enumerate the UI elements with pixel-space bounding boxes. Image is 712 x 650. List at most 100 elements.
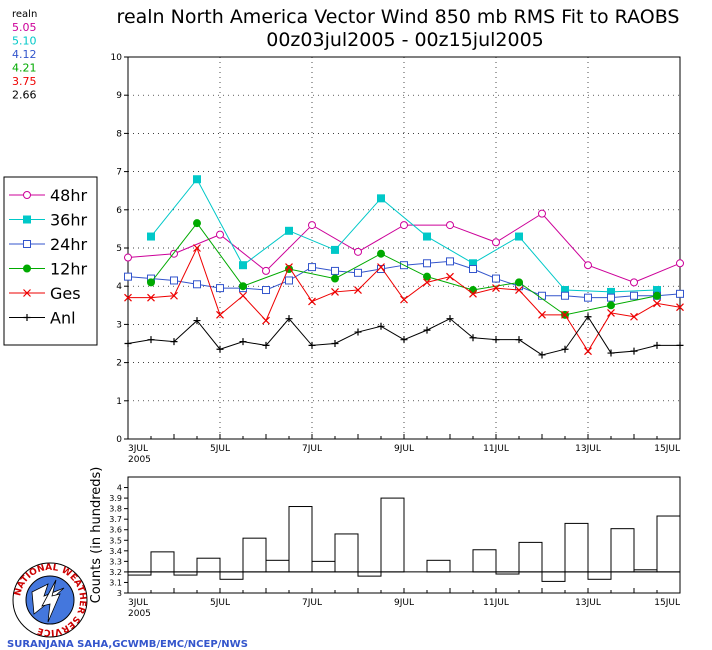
data-point [216, 284, 224, 293]
data-point [584, 293, 592, 302]
data-point [285, 226, 293, 235]
data-point [354, 268, 362, 277]
data-point [538, 310, 546, 319]
data-point [216, 310, 224, 319]
data-point [630, 347, 638, 355]
data-point [584, 313, 592, 321]
data-point [607, 293, 615, 302]
data-point [423, 259, 431, 268]
x-tick-label: 3JUL [128, 598, 148, 608]
data-point [262, 266, 270, 275]
data-point [331, 340, 339, 347]
data-point [607, 301, 615, 310]
legend-marker [23, 314, 31, 321]
data-point [354, 247, 362, 256]
data-point [193, 280, 201, 289]
data-point [630, 278, 638, 287]
data-point [147, 232, 155, 241]
data-point [469, 289, 477, 298]
legend-label: 24hr [50, 235, 88, 254]
data-point [124, 340, 132, 347]
series-12hr [147, 219, 661, 319]
data-point [630, 312, 638, 321]
y-tick-label: 3.5 [109, 536, 122, 545]
legend: 48hr 36hr 24hr 12hr Ges Anl [3, 176, 98, 346]
data-point [308, 263, 316, 272]
credit-text: SURANJANA SAHA,GCWMB/EMC/NCEP/NWS [7, 639, 248, 650]
data-point [515, 232, 523, 241]
x-tick-sublabel: 2005 [128, 455, 151, 465]
x-tick-label: 9JUL [394, 598, 414, 608]
y-tick-label: 8 [116, 129, 122, 139]
legend-label: 12hr [50, 260, 88, 279]
data-point [676, 259, 684, 268]
data-point [308, 297, 316, 306]
y-tick-label: 3.2 [109, 568, 122, 577]
data-point [469, 334, 477, 342]
y-tick-label: 0 [116, 435, 122, 445]
data-point [308, 341, 316, 349]
x-tick-label: 11JUL [483, 598, 509, 608]
x-tick-label: 3JUL [128, 444, 148, 454]
data-point [354, 286, 362, 294]
series-mean-value: 5.10 [12, 35, 37, 48]
data-point [124, 293, 132, 302]
data-point [170, 276, 178, 285]
data-point [561, 345, 569, 353]
x-tick-label: 15JUL [654, 598, 680, 608]
y-tick-label: 3.1 [109, 578, 122, 587]
count-axis-label: Counts (in hundreds) [89, 467, 104, 604]
data-point [446, 257, 454, 266]
y-tick-label: 2 [116, 359, 122, 369]
y-tick-label: 9 [116, 91, 122, 101]
y-tick-label: 10 [111, 53, 123, 63]
data-point [584, 347, 592, 356]
data-point [515, 286, 523, 294]
legend-label: Ges [50, 284, 81, 303]
y-tick-label: 3 [116, 320, 122, 330]
series-mean-value: 4.12 [12, 48, 37, 61]
x-tick-label: 11JUL [483, 444, 509, 454]
data-point [538, 209, 546, 218]
y-tick-label: 3.3 [109, 557, 122, 566]
data-point [262, 341, 270, 349]
series-mean-value: 2.66 [12, 89, 37, 102]
y-tick-label: 6 [116, 206, 122, 216]
series-line [150, 178, 658, 293]
y-tick-label: 3.9 [109, 494, 122, 503]
data-point [676, 303, 684, 312]
data-point [630, 291, 638, 300]
y-tick-label: 4 [117, 484, 122, 493]
data-point [676, 289, 684, 298]
y-tick-label: 3.6 [109, 526, 122, 535]
data-point [492, 274, 500, 283]
data-point [193, 244, 201, 252]
x-tick-label: 13JUL [575, 444, 601, 454]
data-point [584, 261, 592, 270]
data-point [216, 345, 224, 353]
legend-marker [23, 215, 31, 224]
data-point [216, 230, 224, 239]
data-point [423, 278, 431, 287]
data-point [423, 326, 431, 334]
data-point [331, 266, 339, 275]
y-tick-label: 3.7 [109, 515, 122, 524]
legend-marker [23, 289, 31, 297]
legend-marker [23, 264, 31, 273]
y-tick-label: 5 [116, 244, 122, 254]
data-point [193, 175, 201, 184]
data-point [377, 265, 385, 274]
data-point [653, 291, 661, 300]
data-point [170, 338, 178, 346]
legend-label: 36hr [50, 211, 88, 230]
data-point [492, 336, 500, 344]
data-point [492, 238, 500, 247]
data-point [147, 278, 155, 287]
x-tick-label: 13JUL [575, 598, 601, 608]
data-point [423, 232, 431, 241]
data-point [262, 286, 270, 295]
data-point [239, 261, 247, 270]
data-point [653, 299, 661, 308]
